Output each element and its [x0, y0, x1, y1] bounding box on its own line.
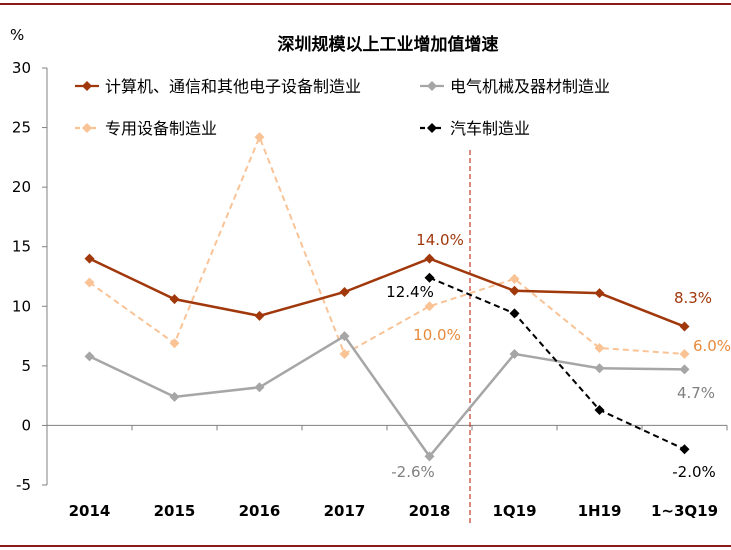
y-tick-label: 15: [12, 238, 31, 256]
data-point: [169, 338, 180, 349]
series-line: [88, 257, 685, 328]
bottom-border: [0, 545, 731, 547]
data-label: 12.4%: [386, 283, 434, 301]
y-tick-label: -5: [16, 476, 31, 494]
data-point: [424, 272, 435, 283]
series-3: [424, 272, 690, 455]
data-point: [594, 363, 605, 374]
data-point: [679, 348, 690, 359]
data-point: [339, 331, 350, 342]
chart-title: 深圳规模以上工业增加值增速: [278, 34, 499, 55]
x-tick-label: 1~3Q19: [651, 502, 718, 520]
series-line: [88, 334, 685, 459]
data-label: 8.3%: [674, 289, 712, 307]
data-point: [424, 451, 435, 462]
legend-swatch-marker: [427, 81, 437, 91]
data-label: 6.0%: [693, 337, 731, 355]
legend-swatch-marker: [82, 123, 92, 133]
data-label: -2.0%: [672, 463, 716, 481]
data-point: [509, 285, 520, 296]
data-point: [84, 277, 95, 288]
data-point: [594, 288, 605, 299]
x-tick-label: 1Q19: [492, 502, 536, 520]
data-point: [169, 391, 180, 402]
data-label: -2.6%: [391, 463, 435, 481]
series-2: [84, 132, 690, 359]
legend-label: 电气机械及器材制造业: [450, 77, 610, 96]
x-tick-label: 2017: [324, 502, 366, 520]
data-point: [254, 132, 265, 143]
series-line: [88, 134, 685, 356]
data-point: [339, 286, 350, 297]
x-tick-label: 2014: [69, 502, 111, 520]
y-tick-label: 25: [12, 119, 31, 137]
data-point: [84, 253, 95, 264]
x-tick-label: 2015: [154, 502, 196, 520]
legend-swatch-marker: [82, 81, 92, 91]
x-tick-label: 1H19: [578, 502, 622, 520]
data-point: [679, 444, 690, 455]
data-label: 14.0%: [416, 231, 464, 249]
y-tick-label: 0: [21, 416, 31, 434]
y-tick-label: 5: [21, 357, 31, 375]
data-point: [254, 310, 265, 321]
series-line: [429, 276, 685, 451]
data-point: [594, 404, 605, 415]
legend-label: 汽车制造业: [450, 119, 530, 138]
y-tick-label: 20: [12, 178, 31, 196]
data-point: [594, 342, 605, 353]
series-0: [84, 253, 690, 332]
y-tick-label: 10: [12, 297, 31, 315]
data-point: [254, 382, 265, 393]
x-tick-label: 2018: [409, 502, 451, 520]
legend-label: 计算机、通信和其他电子设备制造业: [105, 77, 361, 96]
y-tick-label: 30: [12, 59, 31, 77]
data-point: [424, 301, 435, 312]
data-point: [679, 364, 690, 375]
legend-swatch-marker: [427, 123, 437, 133]
data-point: [169, 294, 180, 305]
data-point: [509, 348, 520, 359]
data-point: [509, 273, 520, 284]
data-label: 10.0%: [413, 326, 461, 344]
y-axis-unit: %: [10, 26, 24, 44]
top-border: [0, 3, 731, 5]
data-point: [339, 348, 350, 359]
data-point: [509, 308, 520, 319]
legend-label: 专用设备制造业: [105, 119, 217, 138]
series-1: [84, 331, 690, 462]
x-tick-label: 2016: [239, 502, 281, 520]
data-label: 4.7%: [677, 384, 715, 402]
data-point: [424, 253, 435, 264]
data-point: [679, 321, 690, 332]
data-point: [84, 351, 95, 362]
